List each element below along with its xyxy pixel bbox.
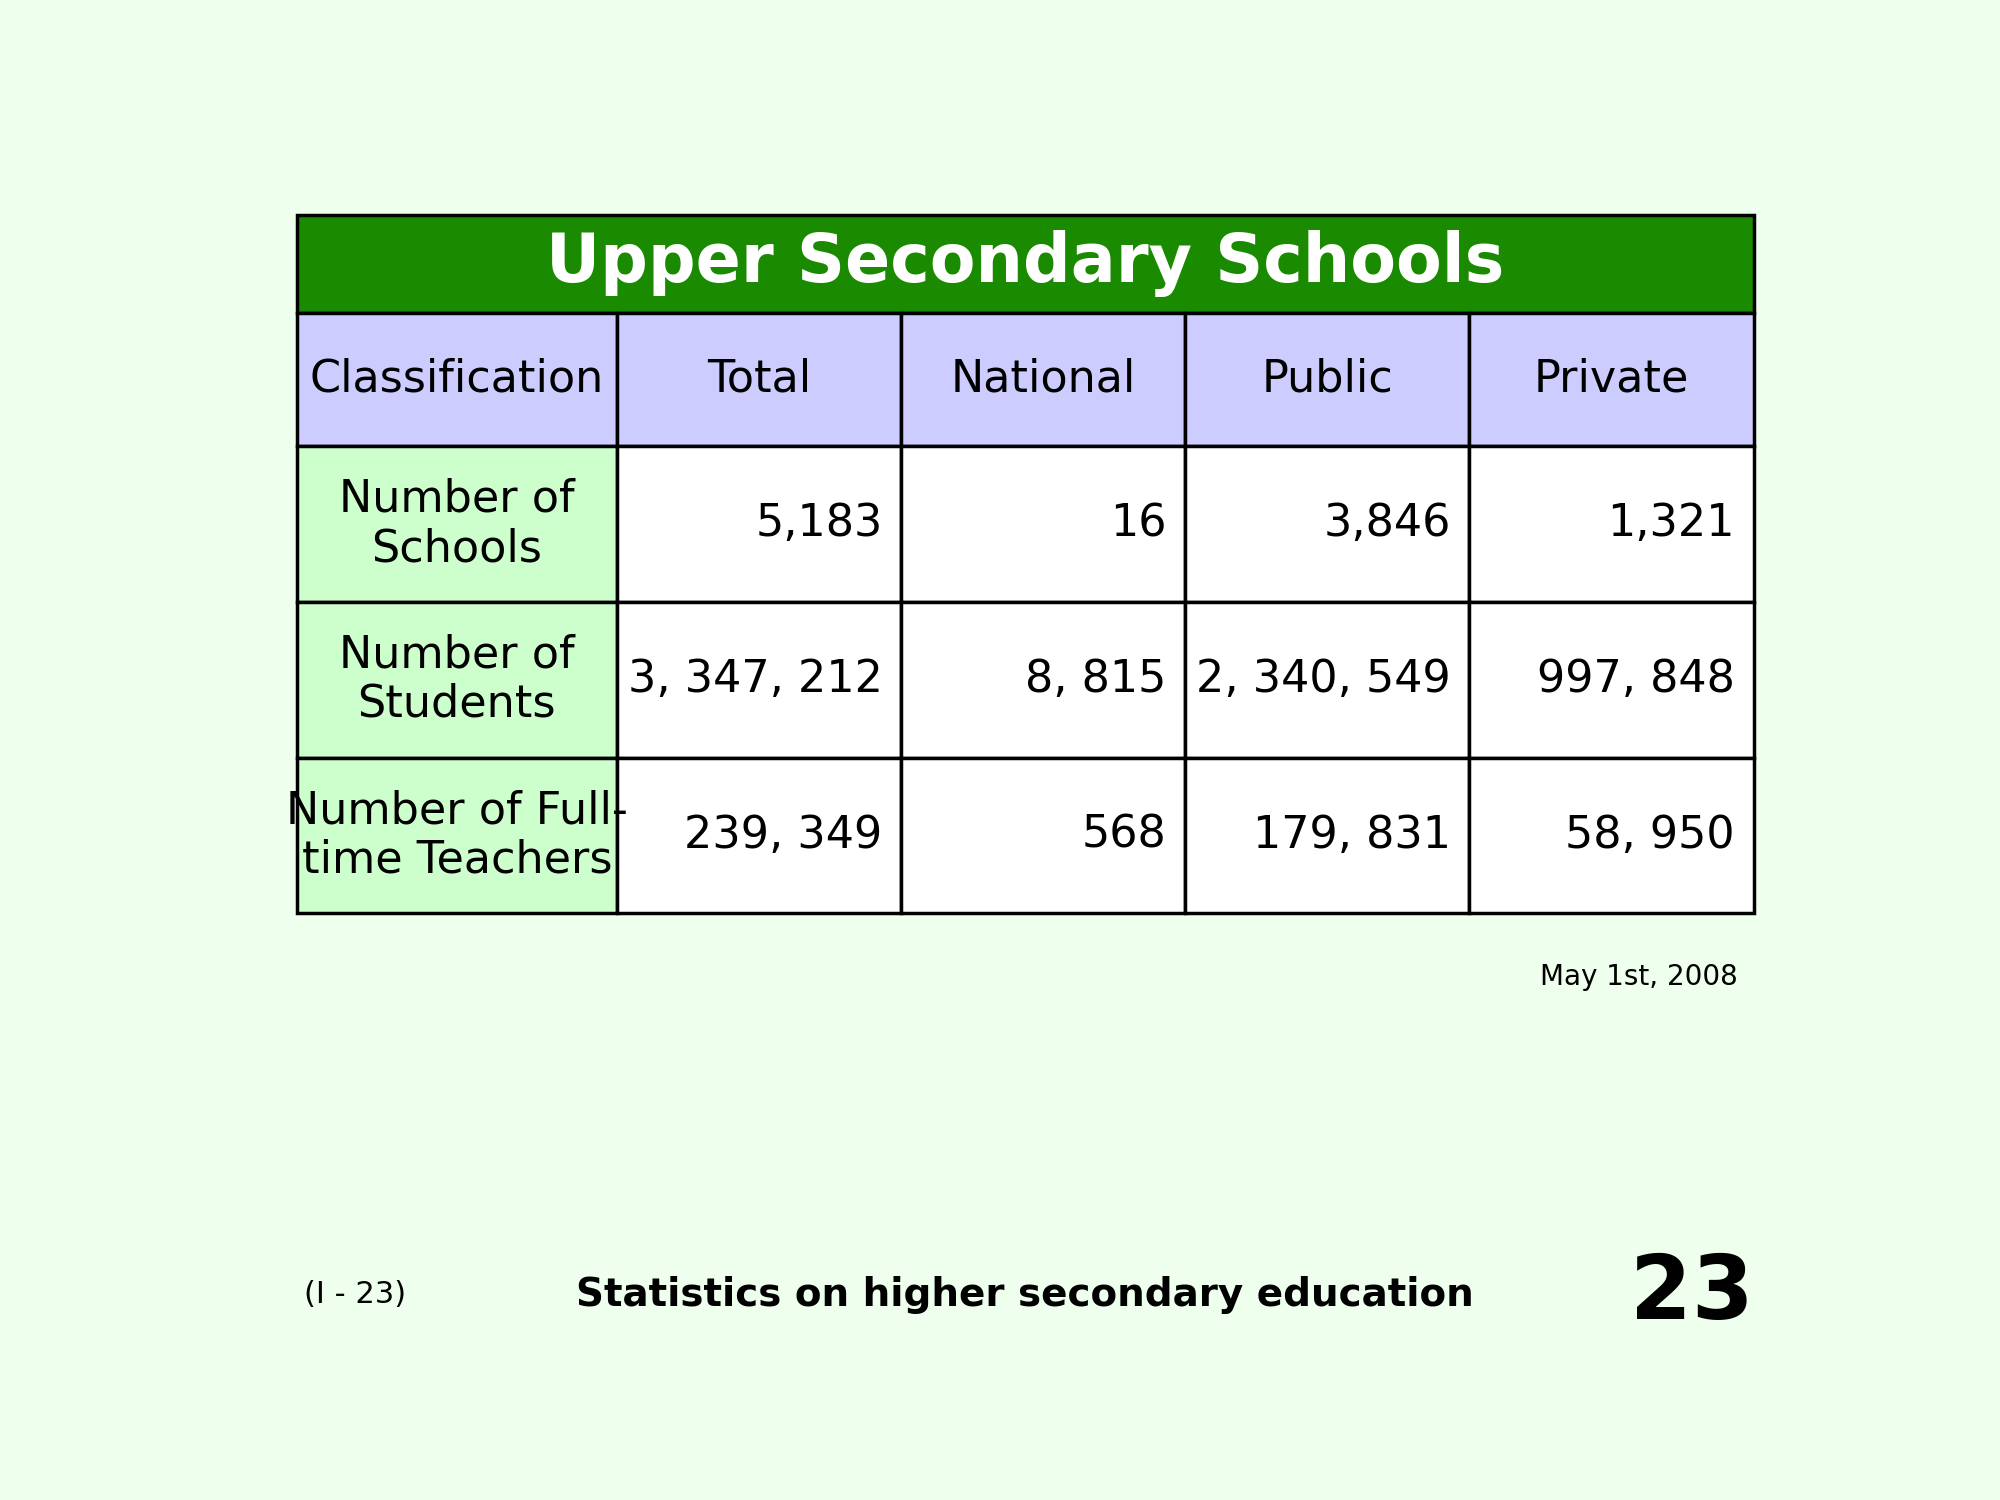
FancyBboxPatch shape [902,602,1186,758]
Text: 16: 16 [1110,503,1166,544]
Text: Classification: Classification [310,357,604,401]
FancyBboxPatch shape [618,602,902,758]
FancyBboxPatch shape [1470,446,1754,602]
Text: 58, 950: 58, 950 [1566,815,1734,856]
Text: (I - 23): (I - 23) [304,1280,406,1310]
FancyBboxPatch shape [1186,446,1470,602]
FancyBboxPatch shape [296,214,1754,314]
FancyBboxPatch shape [1470,758,1754,914]
FancyBboxPatch shape [1186,314,1470,446]
Text: 179, 831: 179, 831 [1252,815,1450,856]
Text: Statistics on higher secondary education: Statistics on higher secondary education [576,1275,1474,1314]
Text: Number of
Students: Number of Students [338,633,574,726]
Text: 3,846: 3,846 [1324,503,1450,544]
Text: Public: Public [1262,357,1394,401]
Text: May 1st, 2008: May 1st, 2008 [1540,963,1738,992]
FancyBboxPatch shape [902,314,1186,446]
Text: Upper Secondary Schools: Upper Secondary Schools [546,230,1504,297]
Text: 568: 568 [1082,815,1166,856]
Text: 1,321: 1,321 [1608,503,1734,544]
FancyBboxPatch shape [296,758,618,914]
FancyBboxPatch shape [618,314,902,446]
FancyBboxPatch shape [1470,602,1754,758]
Text: National: National [950,357,1136,401]
FancyBboxPatch shape [902,758,1186,914]
Text: 8, 815: 8, 815 [1026,658,1166,700]
Text: 997, 848: 997, 848 [1538,658,1734,700]
FancyBboxPatch shape [1186,758,1470,914]
FancyBboxPatch shape [1470,314,1754,446]
FancyBboxPatch shape [296,446,618,602]
FancyBboxPatch shape [296,602,618,758]
Text: 3, 347, 212: 3, 347, 212 [628,658,882,700]
Text: Number of
Schools: Number of Schools [338,477,574,570]
FancyBboxPatch shape [618,758,902,914]
Text: 5,183: 5,183 [756,503,882,544]
Text: 2, 340, 549: 2, 340, 549 [1196,658,1450,700]
FancyBboxPatch shape [618,446,902,602]
Text: Number of Full-
time Teachers: Number of Full- time Teachers [286,789,628,882]
FancyBboxPatch shape [902,446,1186,602]
Text: Private: Private [1534,357,1690,401]
Text: 239, 349: 239, 349 [684,815,882,856]
Text: 23: 23 [1630,1251,1754,1338]
FancyBboxPatch shape [296,314,618,446]
Text: Total: Total [708,357,812,401]
FancyBboxPatch shape [1186,602,1470,758]
